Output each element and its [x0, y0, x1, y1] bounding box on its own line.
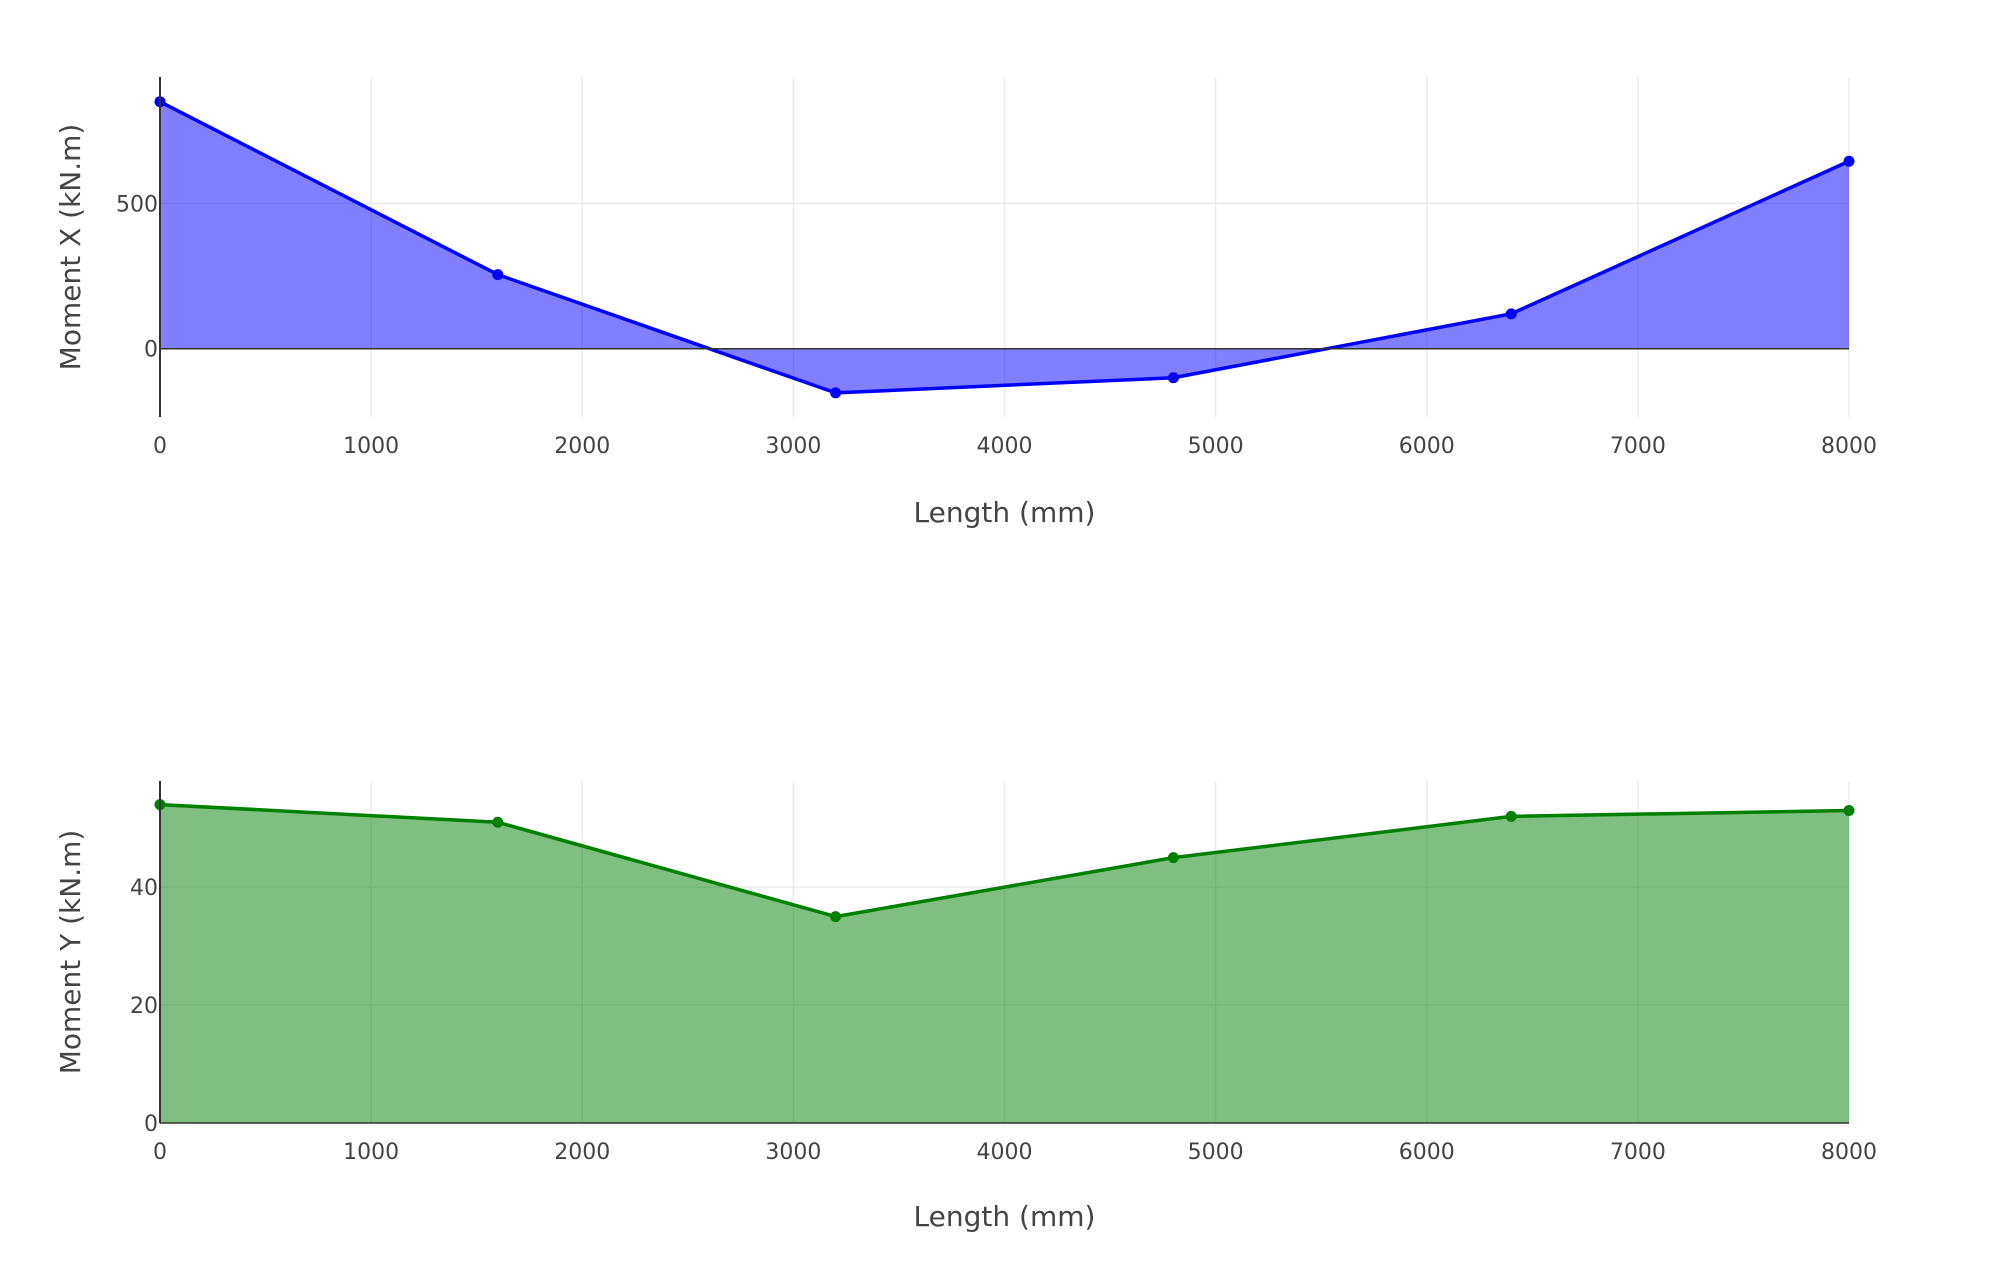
- series-line: [159, 100, 1850, 395]
- data-point-marker: [1843, 155, 1855, 167]
- x-tick-label: 6000: [1399, 1140, 1455, 1165]
- x-tick-label: 2000: [554, 1140, 610, 1165]
- y-axis-title: Moment X (kN.m): [54, 124, 87, 371]
- y-tick-label: 0: [144, 338, 158, 363]
- chart-2: 0 1000 2000 3000 4000 5000 6000 7000 8000 0 20 40 Le…: [54, 781, 1877, 1233]
- x-tick-label: 1000: [343, 1140, 399, 1165]
- x-tick-label: 7000: [1610, 1140, 1666, 1165]
- x-tick-label: 0: [153, 434, 167, 459]
- x-tick-label: 4000: [977, 434, 1033, 459]
- x-tick-label: 3000: [765, 1140, 821, 1165]
- series-area-fill: [160, 101, 1849, 393]
- x-axis-title: Length (mm): [914, 496, 1096, 529]
- x-tick-label: 7000: [1610, 434, 1666, 459]
- y-tick-label: 500: [116, 192, 158, 217]
- x-tick-label: 0: [153, 1140, 167, 1165]
- x-tick-label: 5000: [1188, 434, 1244, 459]
- data-point-marker: [830, 911, 842, 923]
- x-tick-label: 5000: [1188, 1140, 1244, 1165]
- data-point-marker: [1167, 852, 1179, 864]
- y-tick-label: 20: [130, 994, 158, 1019]
- y-axis-title: Moment Y (kN.m): [54, 830, 87, 1075]
- data-point-marker: [1167, 372, 1179, 384]
- x-tick-label: 6000: [1399, 434, 1455, 459]
- data-point-marker: [1505, 810, 1517, 822]
- data-point-marker: [830, 387, 842, 399]
- x-tick-label: 8000: [1821, 1140, 1877, 1165]
- chart-1: 0 1000 2000 3000 4000 5000 6000 7000 8000 0 500 Len…: [54, 77, 1877, 529]
- x-tick-label: 4000: [977, 1140, 1033, 1165]
- x-tick-label: 2000: [554, 434, 610, 459]
- series-line: [159, 802, 1850, 919]
- x-tick-label: 3000: [765, 434, 821, 459]
- x-axis-title: Length (mm): [914, 1200, 1096, 1233]
- data-point-marker: [1505, 308, 1517, 320]
- x-tick-label: 1000: [343, 434, 399, 459]
- data-point-marker: [492, 816, 504, 828]
- y-tick-label: 0: [144, 1112, 158, 1137]
- x-tick-label: 8000: [1821, 434, 1877, 459]
- series-area-fill: [160, 804, 1849, 1123]
- data-point-marker: [492, 269, 504, 281]
- y-tick-label: 40: [130, 876, 158, 901]
- data-point-marker: [1843, 804, 1855, 816]
